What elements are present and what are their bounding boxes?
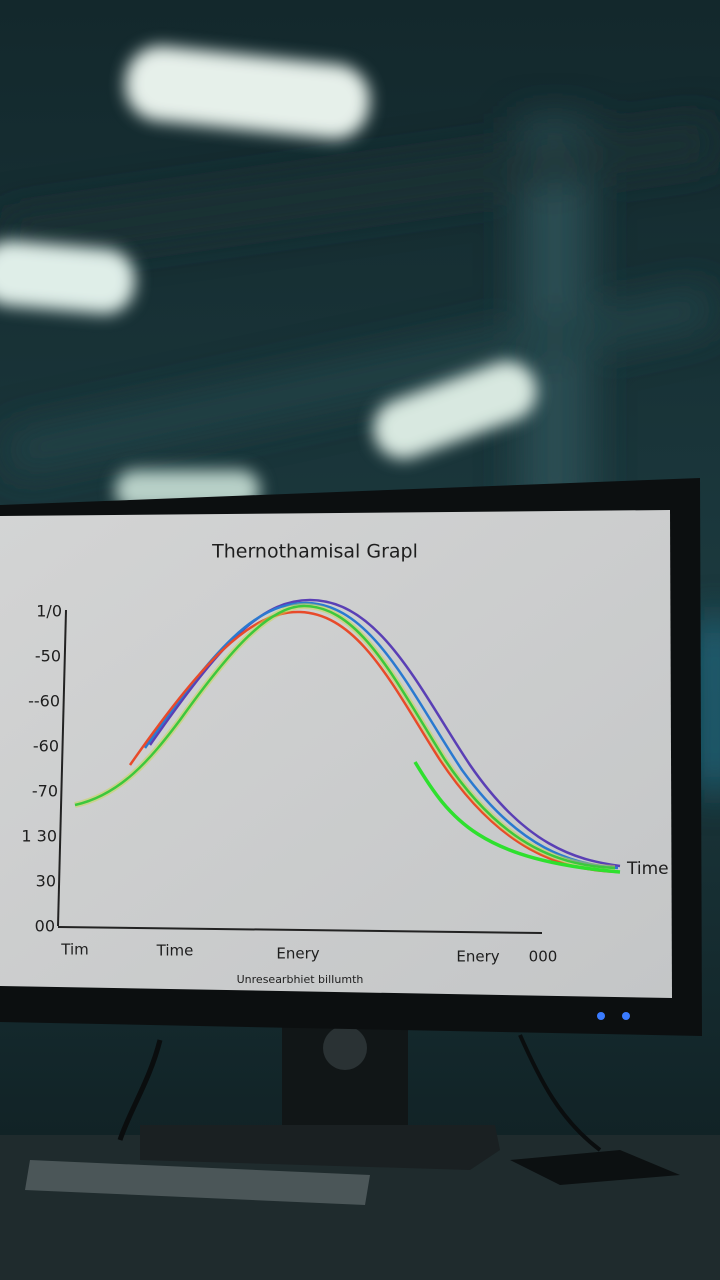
y-axis-label: -70	[32, 782, 58, 801]
curve-green	[74, 604, 616, 870]
neck-hole	[323, 1026, 367, 1070]
y-axis-label: 00	[35, 917, 55, 936]
curve-red	[128, 610, 619, 874]
cable	[518, 1034, 602, 1152]
curve-green-lower	[413, 761, 621, 874]
keyboard	[25, 1160, 370, 1205]
power-led	[597, 1012, 605, 1020]
x-axis-label: 000	[529, 948, 558, 966]
curves	[74, 598, 621, 874]
curve-blue	[143, 601, 619, 870]
x-axis-label: Enery	[456, 948, 499, 966]
y-axis-label: -60	[33, 737, 59, 756]
ceiling-lights	[0, 45, 537, 510]
x-axis-label: Time	[156, 942, 194, 960]
y-axis-labels: 1/0 -50 --60 -60 -70 1 30 30 00	[21, 602, 62, 936]
mouse	[510, 1150, 680, 1185]
screen	[0, 510, 672, 998]
y-axis-label: 30	[36, 872, 56, 891]
y-axis-label: 1/0	[36, 602, 62, 621]
x-axis-label: Tim	[60, 941, 88, 959]
x-axis-label: Enery	[276, 945, 319, 963]
y-axis-label: 1 30	[21, 827, 57, 846]
screen-title: Thernothamisal Grapl	[211, 541, 418, 563]
y-axis-label: --60	[28, 692, 60, 711]
x-axis	[57, 926, 543, 934]
screen-footer: Unresearbhiet bilIumth	[237, 973, 364, 986]
monitor-base	[140, 1125, 500, 1170]
right-label: Time	[626, 859, 669, 879]
background-structure	[0, 120, 720, 790]
y-axis-label: -50	[35, 647, 61, 666]
x-axis-labels: Tim Time Enery Enery 000	[60, 941, 557, 966]
cable	[117, 1039, 163, 1141]
y-axis	[57, 609, 67, 927]
power-led	[622, 1012, 630, 1020]
